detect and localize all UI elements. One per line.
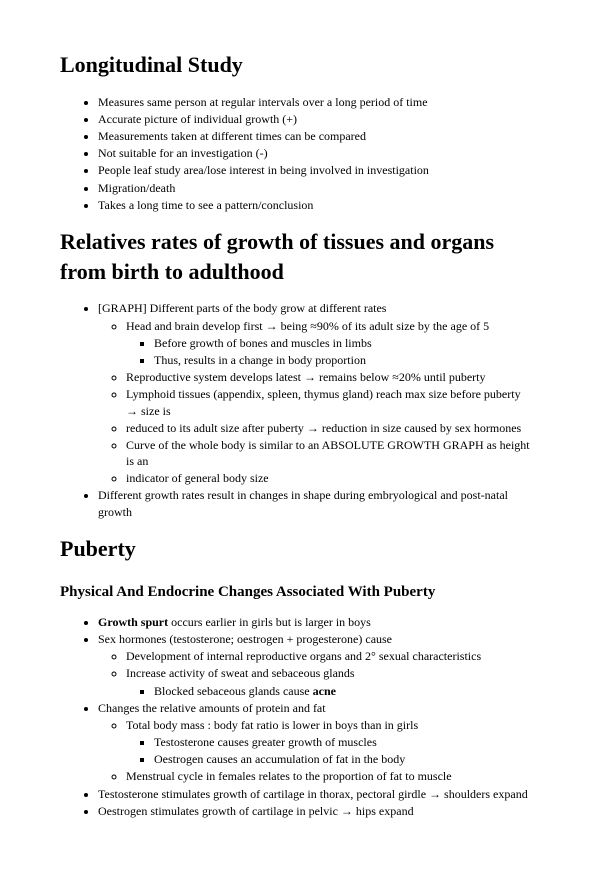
list-item: [GRAPH] Different parts of the body grow… — [98, 300, 535, 486]
list-item: Lymphoid tissues (appendix, spleen, thym… — [126, 386, 535, 418]
list-item: Curve of the whole body is similar to an… — [126, 437, 535, 469]
list-item: Menstrual cycle in females relates to th… — [126, 768, 535, 784]
sub-list: Total body mass : body fat ratio is lowe… — [98, 717, 535, 785]
section-title-longitudinal: Longitudinal Study — [60, 50, 535, 80]
list-item: Takes a long time to see a pattern/concl… — [98, 197, 535, 213]
list-item: indicator of general body size — [126, 470, 535, 486]
sub-list: Development of internal reproductive org… — [98, 648, 535, 699]
sub-list: Head and brain develop first → being ≈90… — [98, 318, 535, 487]
list-item: Testosterone causes greater growth of mu… — [154, 734, 535, 750]
list-item-text: Head and brain develop first → being ≈90… — [126, 319, 489, 333]
list-item: Accurate picture of individual growth (+… — [98, 111, 535, 127]
list-item: Increase activity of sweat and sebaceous… — [126, 665, 535, 698]
list-item-text: Blocked sebaceous glands cause — [154, 684, 313, 698]
list-item: Sex hormones (testosterone; oestrogen + … — [98, 631, 535, 699]
bold-text: Growth spurt — [98, 615, 168, 629]
list-item: Total body mass : body fat ratio is lowe… — [126, 717, 535, 768]
puberty-list: Growth spurt occurs earlier in girls but… — [60, 614, 535, 819]
list-item: People leaf study area/lose interest in … — [98, 162, 535, 178]
subsection-title-changes: Physical And Endocrine Changes Associate… — [60, 582, 535, 602]
bold-text: acne — [313, 684, 336, 698]
list-item: Changes the relative amounts of protein … — [98, 700, 535, 785]
sub-sub-list: Before growth of bones and muscles in li… — [126, 335, 535, 368]
list-item: Development of internal reproductive org… — [126, 648, 535, 664]
list-item-text: occurs earlier in girls but is larger in… — [168, 615, 371, 629]
list-item: Not suitable for an investigation (-) — [98, 145, 535, 161]
list-item: Different growth rates result in changes… — [98, 487, 535, 519]
longitudinal-list: Measures same person at regular interval… — [60, 94, 535, 213]
sub-sub-list: Testosterone causes greater growth of mu… — [126, 734, 535, 767]
list-item-text: Sex hormones (testosterone; oestrogen + … — [98, 632, 392, 646]
sub-sub-list: Blocked sebaceous glands cause acne — [126, 683, 535, 699]
list-item: Head and brain develop first → being ≈90… — [126, 318, 535, 369]
list-item: Before growth of bones and muscles in li… — [154, 335, 535, 351]
list-item: Testosterone stimulates growth of cartil… — [98, 786, 535, 802]
list-item: Blocked sebaceous glands cause acne — [154, 683, 535, 699]
section-title-growth-rates: Relatives rates of growth of tissues and… — [60, 227, 535, 286]
list-item: Oestrogen causes an accumulation of fat … — [154, 751, 535, 767]
list-item: Growth spurt occurs earlier in girls but… — [98, 614, 535, 630]
list-item: Oestrogen stimulates growth of cartilage… — [98, 803, 535, 819]
list-item-text: [GRAPH] Different parts of the body grow… — [98, 301, 386, 315]
list-item: reduced to its adult size after puberty … — [126, 420, 535, 436]
growth-list: [GRAPH] Different parts of the body grow… — [60, 300, 535, 519]
list-item-text: Total body mass : body fat ratio is lowe… — [126, 718, 418, 732]
list-item: Thus, results in a change in body propor… — [154, 352, 535, 368]
list-item: Migration/death — [98, 180, 535, 196]
list-item: Reproductive system develops latest → re… — [126, 369, 535, 385]
section-title-puberty: Puberty — [60, 534, 535, 564]
list-item-text: Changes the relative amounts of protein … — [98, 701, 326, 715]
list-item: Measures same person at regular interval… — [98, 94, 535, 110]
list-item-text: Increase activity of sweat and sebaceous… — [126, 666, 355, 680]
list-item: Measurements taken at different times ca… — [98, 128, 535, 144]
